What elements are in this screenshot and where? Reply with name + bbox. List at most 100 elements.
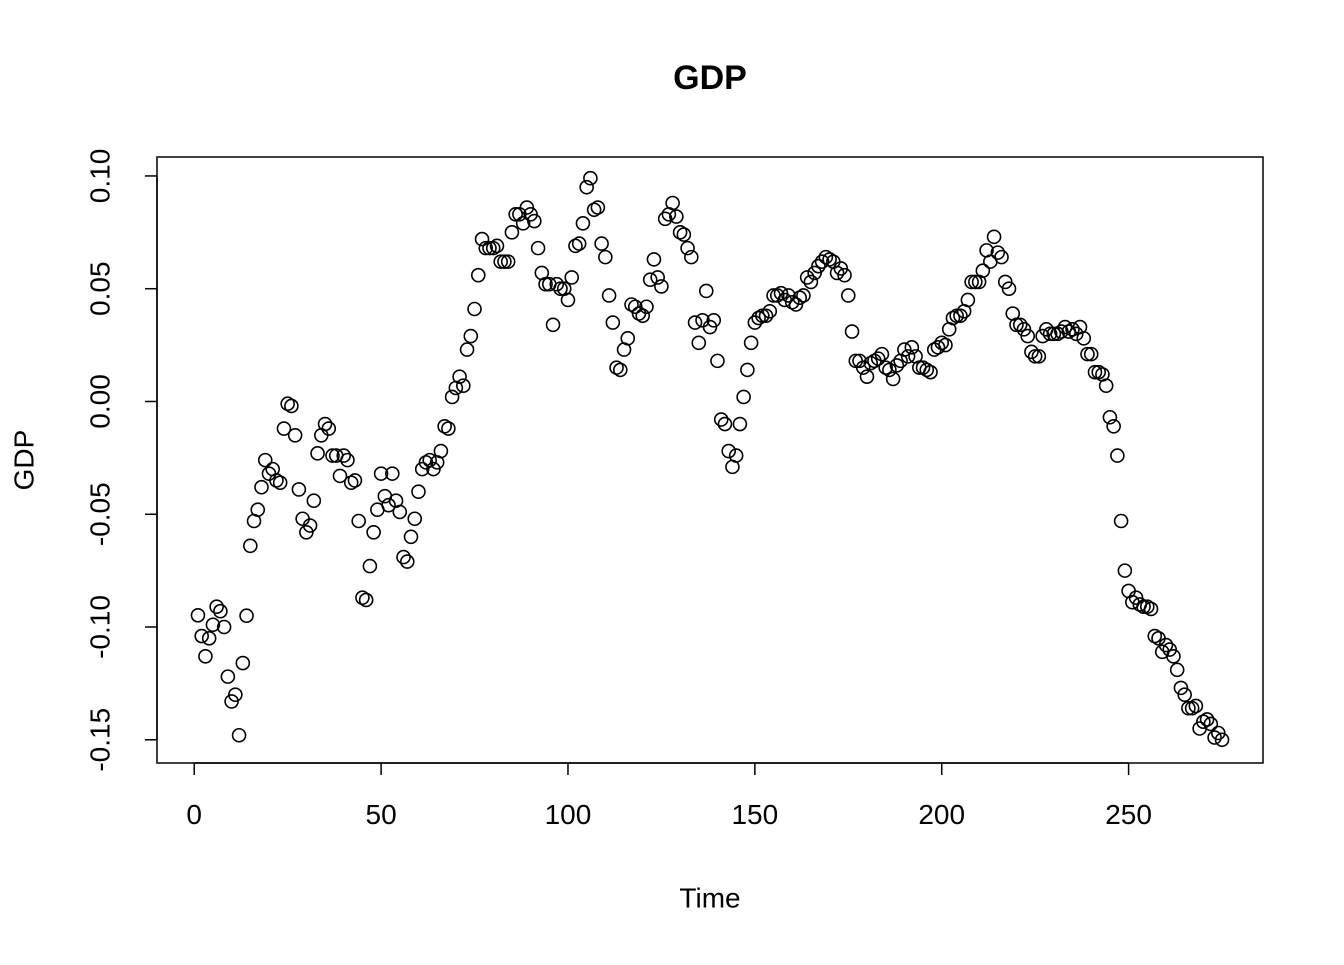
point <box>803 274 819 290</box>
point <box>1031 349 1047 364</box>
point <box>242 538 258 554</box>
x-tick-label: 200 <box>918 799 965 830</box>
point <box>1158 637 1174 653</box>
point <box>1207 730 1222 745</box>
point <box>814 254 830 269</box>
point <box>347 473 363 488</box>
point <box>1102 409 1118 425</box>
point <box>706 312 722 328</box>
point <box>1203 716 1219 732</box>
point <box>949 308 964 324</box>
point <box>231 727 247 743</box>
point <box>422 452 437 468</box>
y-tick-label: -0.15 <box>84 708 115 772</box>
point <box>590 200 606 215</box>
point <box>669 209 684 224</box>
point <box>500 254 516 269</box>
point <box>463 328 479 344</box>
point <box>325 448 340 463</box>
point <box>1027 349 1043 364</box>
point <box>553 281 568 297</box>
point <box>642 272 658 287</box>
point <box>997 274 1013 290</box>
point <box>302 518 318 533</box>
point <box>1012 317 1028 333</box>
point <box>781 288 796 303</box>
point <box>796 288 811 303</box>
point <box>938 337 953 353</box>
point <box>216 619 232 635</box>
point <box>915 360 931 375</box>
point <box>201 630 217 646</box>
point <box>639 299 654 315</box>
point <box>257 452 273 468</box>
point <box>456 378 471 393</box>
point <box>459 342 475 357</box>
point <box>190 607 206 623</box>
point <box>205 617 221 633</box>
point <box>489 238 505 254</box>
point <box>1024 344 1039 360</box>
point <box>340 452 355 468</box>
point <box>837 267 852 283</box>
point <box>1210 725 1226 741</box>
point <box>769 288 785 303</box>
point <box>672 225 688 240</box>
point <box>900 349 916 364</box>
point <box>613 362 628 378</box>
y-tick-label: -0.10 <box>84 595 115 659</box>
point <box>1188 698 1204 714</box>
point <box>220 669 236 684</box>
point <box>332 468 348 484</box>
point <box>1184 700 1200 716</box>
point <box>889 358 905 373</box>
point <box>515 216 531 231</box>
point <box>859 369 875 384</box>
point <box>497 254 512 269</box>
point <box>721 443 736 459</box>
point <box>1016 322 1032 337</box>
point <box>194 628 210 644</box>
point <box>788 297 804 312</box>
point <box>310 446 325 461</box>
point <box>840 288 856 303</box>
point <box>250 502 266 518</box>
point <box>474 231 490 247</box>
point <box>545 317 561 333</box>
point <box>1009 317 1024 333</box>
point <box>478 240 494 256</box>
point <box>964 274 979 290</box>
point <box>571 236 587 251</box>
point <box>833 261 849 276</box>
point <box>467 301 482 317</box>
point <box>1173 680 1189 696</box>
point <box>811 258 826 274</box>
point <box>444 389 460 405</box>
point <box>373 466 389 481</box>
point <box>586 202 602 218</box>
point <box>968 274 983 290</box>
point <box>1139 599 1155 615</box>
point <box>601 288 617 303</box>
point <box>411 484 426 499</box>
chart-title: GDP <box>673 59 747 97</box>
point <box>538 276 553 292</box>
point <box>579 179 594 195</box>
point <box>691 335 707 351</box>
point <box>624 297 639 312</box>
point <box>1199 712 1215 727</box>
point <box>994 249 1009 265</box>
point <box>549 276 565 292</box>
point <box>635 308 651 324</box>
point <box>351 513 366 529</box>
point <box>852 353 867 369</box>
point <box>392 504 408 520</box>
point <box>986 229 1002 245</box>
x-tick-label: 150 <box>731 799 778 830</box>
point <box>358 592 374 608</box>
point <box>407 511 423 527</box>
point <box>784 294 800 310</box>
point <box>807 265 822 281</box>
point <box>1068 326 1084 342</box>
x-tick-label: 0 <box>186 799 202 830</box>
